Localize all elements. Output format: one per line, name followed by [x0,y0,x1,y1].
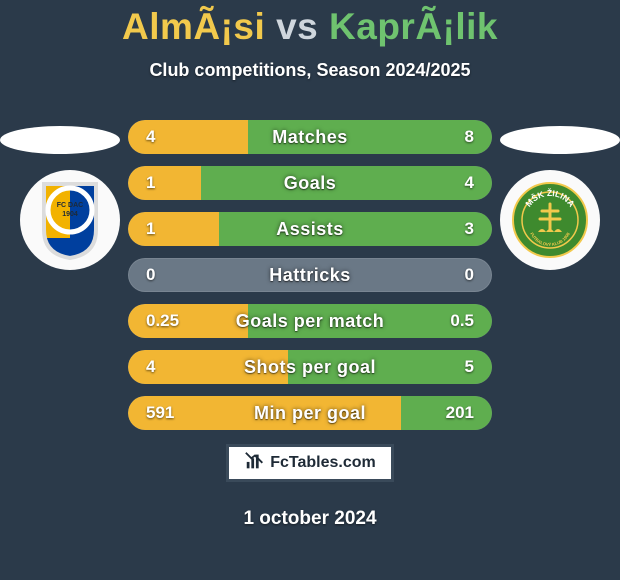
title-left: AlmÃ¡si [122,6,265,47]
bar-chart-icon [244,450,266,477]
page-title: AlmÃ¡si vs KaprÃ¡lik [0,6,620,48]
title-right: KaprÃ¡lik [329,6,498,47]
stat-row: 0.250.5Goals per match [128,304,492,338]
avatar-ellipse-right [500,126,620,154]
brand-box[interactable]: FcTables.com [226,444,394,482]
stat-label: Shots per goal [128,350,492,384]
stat-row: 14Goals [128,166,492,200]
stat-label: Goals [128,166,492,200]
stat-label: Goals per match [128,304,492,338]
stat-label: Hattricks [128,258,492,292]
stat-label: Min per goal [128,396,492,430]
club-badge-right: MŠK ŽILINA FUTBALOVÝ KLUB 1908 [500,170,600,270]
svg-text:FC DAC: FC DAC [57,202,83,209]
title-vs: vs [276,6,329,47]
date: 1 october 2024 [0,508,620,530]
stat-label: Matches [128,120,492,154]
subtitle: Club competitions, Season 2024/2025 [0,60,620,81]
stats-container: 48Matches 14Goals 13Assists 00Hattricks 0.25… [128,120,492,442]
stat-row: 45Shots per goal [128,350,492,384]
avatar-ellipse-left [0,126,120,154]
dac-badge: FC DAC 1904 [40,180,100,260]
stat-row: 48Matches [128,120,492,154]
stat-row: 13Assists [128,212,492,246]
svg-text:1904: 1904 [62,211,78,218]
stat-row: 00Hattricks [128,258,492,292]
stat-label: Assists [128,212,492,246]
zilina-badge: MŠK ŽILINA FUTBALOVÝ KLUB 1908 [512,182,588,258]
brand-text: FcTables.com [270,454,376,472]
club-badge-left: FC DAC 1904 [20,170,120,270]
stat-row: 591201Min per goal [128,396,492,430]
